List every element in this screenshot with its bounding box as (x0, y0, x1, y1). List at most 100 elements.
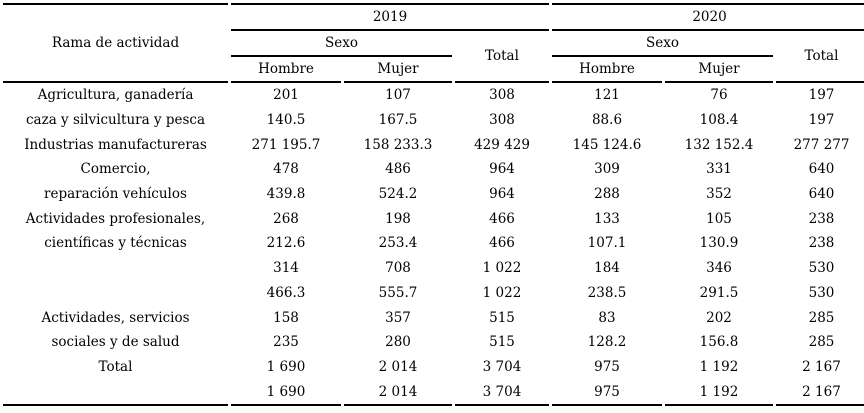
table-row: 314 708 1 022 184 346 530 (3, 256, 864, 281)
value-cell: 133 (594, 210, 620, 227)
value-cell: 2 014 (378, 358, 418, 375)
value-cell: 128.2 (587, 334, 627, 351)
value-cell: 291.5 (699, 284, 739, 301)
value-cell: 357 (385, 309, 411, 326)
value-cell: 158 (273, 309, 299, 326)
header-row-sexo: Sexo Total Sexo Total (3, 31, 864, 83)
table-row: reparación vehículos 439.8 524.2 964 288 352 6… (3, 182, 864, 207)
header-row-years: Rama de actividad 2019 2020 (3, 3, 864, 83)
value-cell: 2 167 (776, 379, 864, 406)
value-cell: 640 (808, 161, 835, 178)
value-cell: 285 (808, 334, 835, 351)
value-cell: 352 (706, 186, 732, 203)
value-cell: 156.8 (699, 334, 739, 351)
row-label-cell: Total (98, 358, 133, 375)
hombre-header-2019: Hombre (231, 57, 341, 83)
value-cell: 346 (706, 260, 732, 277)
value-cell: 107.1 (587, 235, 627, 252)
value-cell: 964 (489, 161, 515, 178)
value-cell: 640 (808, 186, 835, 203)
value-cell: 1 192 (699, 358, 739, 375)
value-cell: 3 704 (455, 379, 549, 406)
value-cell: 466.3 (266, 284, 306, 301)
value-cell: 3 704 (482, 358, 522, 375)
value-cell: 524.2 (378, 186, 418, 203)
value-cell: 184 (594, 260, 620, 277)
hombre-header-2020: Hombre (552, 57, 662, 83)
value-cell: 2 167 (802, 358, 841, 375)
year-header-2020: 2020 (552, 3, 864, 31)
table-body: Agricultura, ganadería 201 107 308 121 76 197 c… (3, 83, 864, 406)
value-cell: 466 (489, 210, 515, 227)
value-cell: 108.4 (699, 112, 739, 129)
row-label-cell: reparación vehículos (44, 186, 187, 203)
row-label-cell (3, 256, 228, 281)
value-cell: 314 (273, 260, 299, 277)
value-cell: 212.6 (266, 235, 306, 252)
value-cell: 555.7 (378, 284, 418, 301)
row-label-cell (3, 281, 228, 306)
value-cell: 83 (598, 309, 616, 326)
value-cell: 132 152.4 (684, 136, 754, 153)
value-cell: 280 (385, 334, 411, 351)
value-cell: 238 (808, 210, 835, 227)
value-cell: 145 124.6 (572, 136, 642, 153)
value-cell: 277 277 (793, 136, 850, 153)
value-cell: 1 022 (482, 284, 522, 301)
table-row: 1 690 2 014 3 704 975 1 192 2 167 (3, 379, 864, 406)
value-cell: 238 (808, 235, 835, 252)
value-cell: 202 (706, 309, 732, 326)
table-row: sociales y de salud 235 280 515 128.2 156.8 28… (3, 330, 864, 355)
table-row: Total 1 690 2 014 3 704 975 1 192 2 167 (3, 355, 864, 380)
value-cell: 197 (808, 112, 835, 129)
value-cell: 478 (273, 161, 299, 178)
value-cell: 105 (706, 210, 732, 227)
value-cell: 975 (552, 379, 662, 406)
row-label-cell: científicas y técnicas (44, 235, 187, 252)
row-label-cell: Actividades, servicios (41, 309, 190, 326)
row-label-cell: sociales y de salud (51, 334, 180, 351)
table-row: Industrias manufactureras 271 195.7 158 23… (3, 132, 864, 157)
header-row-hombre-mujer: Hombre Mujer Hombre Mujer (3, 57, 864, 83)
value-cell: 167.5 (378, 112, 418, 129)
table-row: científicas y técnicas 212.6 253.4 466 107.1… (3, 231, 864, 256)
table-row: Actividades profesionales, 268 198 466 133 10… (3, 206, 864, 231)
value-cell: 88.6 (591, 112, 623, 129)
row-label-cell: Agricultura, ganadería (37, 87, 194, 104)
value-cell: 107 (385, 87, 411, 104)
year-header-2019: 2019 (231, 3, 549, 31)
row-label-cell: Actividades profesionales, (25, 210, 206, 227)
value-cell: 197 (808, 87, 835, 104)
value-cell: 708 (385, 260, 411, 277)
value-cell: 285 (808, 309, 835, 326)
value-cell: 271 195.7 (251, 136, 321, 153)
activity-by-sex-year-table: Rama de actividad 2019 2020 Sexo Total S… (0, 3, 864, 406)
value-cell: 198 (385, 210, 411, 227)
value-cell: 429 429 (474, 136, 530, 153)
value-cell: 331 (706, 161, 732, 178)
value-cell: 140.5 (266, 112, 306, 129)
sexo-header-2020: Sexo (552, 31, 773, 57)
value-cell: 235 (273, 334, 299, 351)
table-row: Agricultura, ganadería 201 107 308 121 76 197 (3, 83, 864, 108)
row-header-rama-de-actividad: Rama de actividad (3, 3, 228, 83)
value-cell: 1 690 (231, 379, 341, 406)
row-label-cell (3, 379, 228, 406)
value-cell: 1 690 (266, 358, 306, 375)
value-cell: 439.8 (266, 186, 306, 203)
value-cell: 1 022 (482, 260, 522, 277)
table-row: 466.3 555.7 1 022 238.5 291.5 530 (3, 281, 864, 306)
row-label-cell: Comercio, (80, 161, 151, 178)
value-cell: 288 (594, 186, 620, 203)
value-cell: 268 (273, 210, 299, 227)
value-cell: 158 233.3 (363, 136, 433, 153)
value-cell: 486 (385, 161, 411, 178)
value-cell: 238.5 (587, 284, 627, 301)
value-cell: 308 (489, 112, 515, 129)
value-cell: 201 (273, 87, 299, 104)
value-cell: 2 014 (344, 379, 452, 406)
mujer-header-2020: Mujer (665, 57, 773, 83)
value-cell: 253.4 (378, 235, 418, 252)
mujer-header-2019: Mujer (344, 57, 452, 83)
